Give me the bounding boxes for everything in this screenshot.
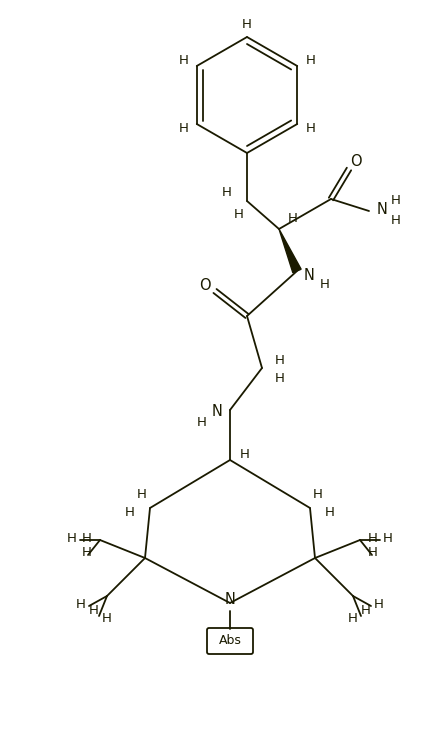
Text: H: H: [391, 214, 401, 226]
Text: H: H: [197, 416, 207, 428]
Text: H: H: [222, 187, 232, 200]
Text: H: H: [76, 597, 86, 610]
Text: H: H: [361, 603, 371, 616]
Text: H: H: [305, 54, 315, 67]
Text: N: N: [377, 201, 388, 217]
Text: H: H: [179, 54, 189, 67]
Text: H: H: [82, 532, 92, 545]
Text: H: H: [275, 372, 285, 384]
Text: O: O: [199, 277, 211, 293]
Text: H: H: [102, 611, 112, 624]
Text: H: H: [305, 122, 315, 135]
Text: N: N: [224, 592, 235, 608]
Text: H: H: [240, 449, 250, 461]
Text: H: H: [288, 212, 298, 225]
Text: H: H: [275, 354, 285, 367]
Text: H: H: [368, 547, 378, 559]
Text: H: H: [374, 597, 384, 610]
Text: H: H: [313, 488, 323, 501]
Text: H: H: [325, 507, 335, 520]
Text: H: H: [179, 122, 189, 135]
Text: H: H: [67, 532, 77, 545]
Text: H: H: [368, 532, 378, 545]
Text: H: H: [82, 547, 92, 559]
Text: N: N: [303, 269, 315, 283]
Text: H: H: [125, 507, 135, 520]
Text: H: H: [137, 488, 147, 501]
Text: H: H: [391, 193, 401, 206]
Text: N: N: [211, 405, 223, 419]
FancyBboxPatch shape: [207, 628, 253, 654]
Text: Abs: Abs: [219, 635, 241, 648]
Text: H: H: [320, 278, 330, 291]
Polygon shape: [279, 229, 301, 273]
Text: O: O: [350, 154, 362, 170]
Text: H: H: [242, 18, 252, 31]
Text: H: H: [348, 611, 358, 624]
Text: H: H: [383, 532, 393, 545]
Text: H: H: [234, 207, 244, 220]
Text: H: H: [89, 603, 99, 616]
